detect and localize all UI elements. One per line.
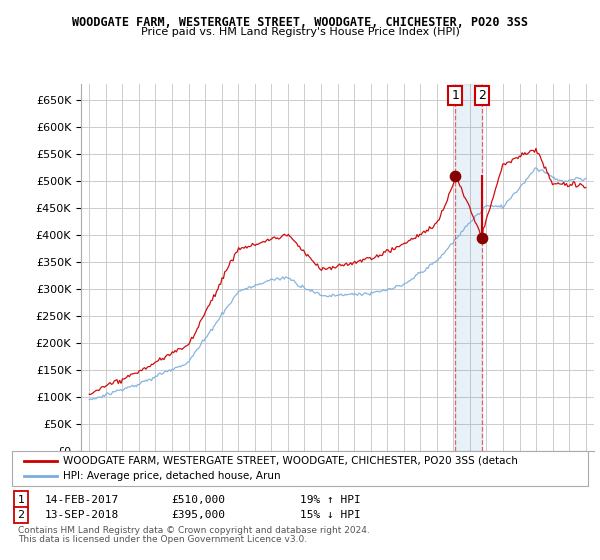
Point [451,171,460,180]
Text: £395,000: £395,000 [171,510,225,520]
Text: WOODGATE FARM, WESTERGATE STREET, WOODGATE, CHICHESTER, PO20 3SS (detach: WOODGATE FARM, WESTERGATE STREET, WOODGA… [63,455,518,465]
Text: 15% ↓ HPI: 15% ↓ HPI [300,510,361,520]
Bar [455,84,482,451]
Text: 13-SEP-2018: 13-SEP-2018 [45,510,119,520]
Text: 2: 2 [17,510,25,520]
Text: WOODGATE FARM, WESTERGATE STREET, WOODGATE, CHICHESTER, PO20 3SS: WOODGATE FARM, WESTERGATE STREET, WOODGA… [72,16,528,29]
Text: 19% ↑ HPI: 19% ↑ HPI [300,494,361,505]
Text: 2: 2 [478,90,485,102]
Text: HPI: Average price, detached house, Arun: HPI: Average price, detached house, Arun [63,471,281,481]
Text: 1: 1 [17,494,25,505]
Text: Price paid vs. HM Land Registry's House Price Index (HPI): Price paid vs. HM Land Registry's House … [140,27,460,37]
Text: 14-FEB-2017: 14-FEB-2017 [45,494,119,505]
Text: Contains HM Land Registry data © Crown copyright and database right 2024.: Contains HM Land Registry data © Crown c… [18,526,370,535]
Text: £510,000: £510,000 [171,494,225,505]
Point [477,234,487,242]
Text: 1: 1 [451,90,459,102]
Text: This data is licensed under the Open Government Licence v3.0.: This data is licensed under the Open Gov… [18,535,307,544]
